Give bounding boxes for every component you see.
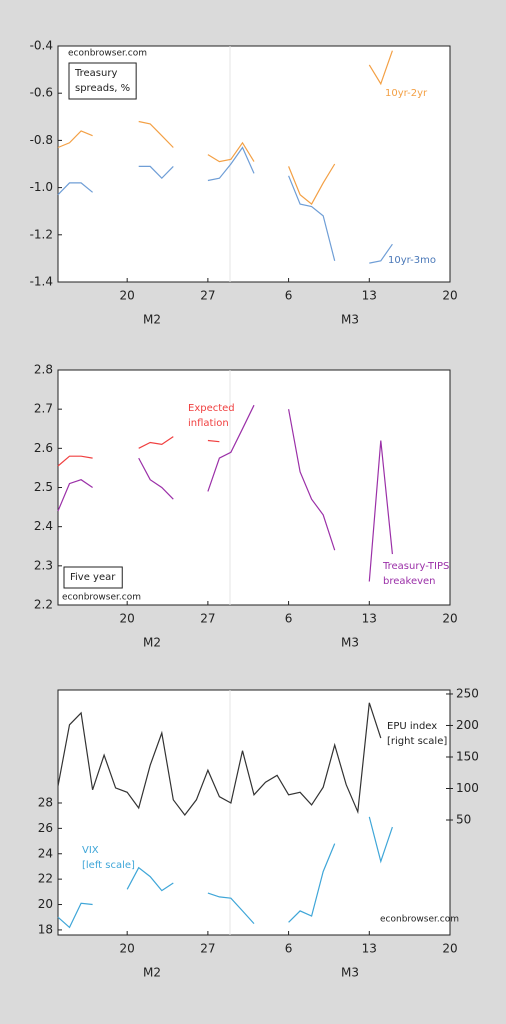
- y-tick-label: -0.6: [30, 86, 53, 100]
- annotation: EPU index: [387, 721, 437, 732]
- annotation: inflation: [188, 418, 229, 429]
- x-tick-label: 20: [442, 942, 457, 956]
- y-tick-label: 2.2: [34, 598, 53, 612]
- y-tick-label: -1.4: [30, 275, 53, 289]
- x-tick-label: 13: [362, 289, 377, 303]
- y-tick-label: 2.8: [34, 363, 53, 377]
- annotation: Expected: [188, 403, 235, 414]
- y-tick-label: 22: [38, 872, 53, 886]
- series-line: [57, 702, 382, 816]
- annotation: Treasury: [74, 68, 117, 79]
- annotation-box: [63, 566, 123, 589]
- x-tick-label: 20: [120, 612, 135, 626]
- series-line: [57, 816, 393, 929]
- y-tick-label: 28: [38, 795, 53, 809]
- plot-area: [57, 45, 451, 283]
- annotation: breakeven: [383, 576, 436, 587]
- x-tick-label: 20: [120, 942, 135, 956]
- plot-area: [57, 689, 451, 936]
- y2-tick-label: 150: [456, 749, 479, 763]
- series-line: [57, 50, 393, 206]
- annotation: econbrowser.com: [68, 49, 147, 59]
- y-tick-label: 2.5: [34, 480, 53, 494]
- x-tick-label: 6: [285, 612, 293, 626]
- y2-tick-label: 50: [456, 812, 471, 826]
- annotation: [left scale]: [82, 860, 135, 871]
- y-tick-label: -1.0: [30, 180, 53, 194]
- y-tick-label: 2.7: [34, 402, 53, 416]
- x-tick-label: 20: [120, 289, 135, 303]
- month-label: M3: [341, 966, 359, 980]
- y-tick-label: -0.4: [30, 39, 53, 53]
- month-label: M2: [143, 636, 161, 650]
- x-tick-label: 13: [362, 612, 377, 626]
- y-tick-label: 2.6: [34, 441, 53, 455]
- y-tick-label: 2.4: [34, 519, 53, 533]
- annotation: Five year: [70, 572, 116, 583]
- x-tick-label: 6: [285, 289, 293, 303]
- annotation: VIX: [82, 845, 99, 856]
- month-label: M2: [143, 313, 161, 327]
- x-tick-label: 27: [200, 942, 215, 956]
- y-tick-label: 24: [38, 846, 53, 860]
- y-tick-label: -0.8: [30, 133, 53, 147]
- month-label: M2: [143, 966, 161, 980]
- x-tick-label: 20: [442, 612, 457, 626]
- y-tick-label: -1.2: [30, 227, 53, 241]
- x-tick-label: 6: [285, 942, 293, 956]
- series-line: [57, 436, 220, 467]
- annotation: Treasury-TIPS: [382, 561, 449, 572]
- annotation: 10yr-3mo: [388, 255, 436, 266]
- month-label: M3: [341, 636, 359, 650]
- x-tick-label: 20: [442, 289, 457, 303]
- y-tick-label: 20: [38, 897, 53, 911]
- annotation: econbrowser.com: [380, 915, 459, 925]
- plot-area: [57, 369, 451, 606]
- annotation: econbrowser.com: [62, 593, 141, 603]
- y-tick-label: 26: [38, 821, 53, 835]
- annotation: 10yr-2yr: [385, 88, 428, 99]
- series-line: [57, 404, 393, 582]
- y2-tick-label: 200: [456, 718, 479, 732]
- annotation: [right scale]: [387, 736, 447, 747]
- series-line: [57, 146, 393, 264]
- y-tick-label: 2.3: [34, 558, 53, 572]
- month-label: M3: [341, 313, 359, 327]
- y2-tick-label: 100: [456, 781, 479, 795]
- annotation-box: [68, 62, 137, 100]
- x-tick-label: 13: [362, 942, 377, 956]
- x-tick-label: 27: [200, 289, 215, 303]
- y-tick-label: 18: [38, 922, 53, 936]
- x-tick-label: 27: [200, 612, 215, 626]
- annotation: spreads, %: [75, 83, 130, 94]
- y2-tick-label: 250: [456, 686, 479, 700]
